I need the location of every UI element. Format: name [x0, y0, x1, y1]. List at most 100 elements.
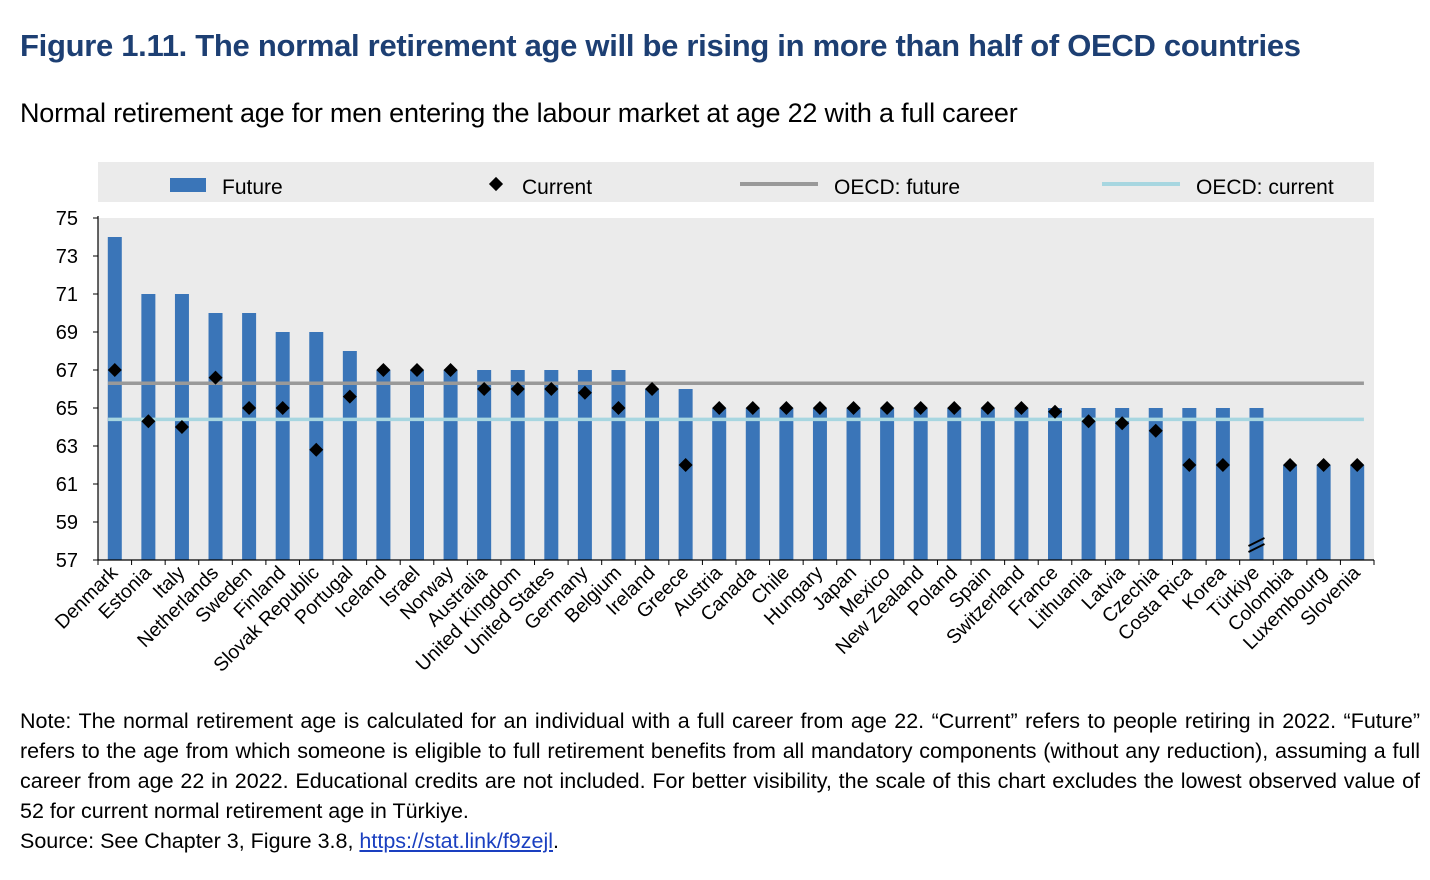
future-bar: [645, 389, 660, 560]
future-bar: [410, 370, 424, 560]
figure-subtitle: Normal retirement age for men entering t…: [20, 98, 1018, 128]
future-bar: [1182, 408, 1197, 560]
future-bar: [510, 370, 525, 560]
current-marker: [779, 401, 794, 415]
current-marker: [1283, 458, 1298, 472]
current-marker: [745, 401, 760, 415]
current-marker: [812, 401, 827, 415]
retirement-age-chart: Future Current OECD: future OECD: curren…: [51, 162, 1375, 676]
future-bar: [1081, 408, 1096, 560]
current-marker: [1350, 458, 1365, 472]
legend-oecd-future-label: OECD: future: [834, 176, 960, 199]
current-marker: [242, 401, 257, 415]
future-bar: [275, 332, 290, 560]
future-bar: [1148, 408, 1163, 560]
current-marker: [1316, 458, 1331, 472]
future-bar: [1350, 465, 1365, 560]
current-marker: [1182, 458, 1197, 472]
y-tick-label: 57: [56, 550, 78, 572]
future-bar: [1215, 408, 1230, 560]
future-bar: [1115, 408, 1130, 560]
future-bar: [880, 408, 895, 560]
y-tick-label: 61: [56, 474, 78, 496]
current-marker: [577, 385, 592, 400]
current-marker: [678, 458, 693, 472]
current-marker: [174, 420, 189, 434]
y-tick-label: 75: [56, 208, 78, 230]
legend-current-marker: [488, 176, 504, 192]
future-bar: [1249, 408, 1264, 560]
source-suffix: .: [553, 829, 559, 853]
current-markers: [107, 363, 1365, 553]
y-tick-label: 59: [56, 512, 78, 534]
current-marker: [309, 442, 324, 457]
x-axis: DenmarkEstoniaItalyNetherlandsSwedenFinl…: [51, 559, 1375, 676]
future-bars: [107, 237, 1365, 560]
source-prefix: Source: See Chapter 3, Figure 3.8,: [20, 829, 360, 853]
future-bar: [242, 313, 257, 560]
future-bar: [1316, 465, 1331, 560]
future-bar: [376, 370, 391, 560]
current-marker: [947, 401, 962, 415]
y-tick-label: 73: [56, 246, 78, 268]
current-marker: [1148, 423, 1163, 438]
future-bar: [678, 389, 693, 560]
future-bar: [443, 370, 458, 560]
legend-future-swatch: [170, 178, 206, 192]
current-marker: [1081, 414, 1096, 429]
future-bar: [107, 237, 122, 560]
figure-title: Figure 1.11. The normal retirement age w…: [20, 28, 1301, 63]
future-bar: [1014, 408, 1029, 560]
oecd-reference-lines: [108, 381, 1364, 422]
current-marker: [645, 382, 660, 396]
current-marker: [1115, 416, 1130, 431]
current-marker: [611, 401, 626, 415]
current-marker: [208, 370, 223, 385]
current-marker: [712, 401, 727, 415]
legend: Future Current OECD: future OECD: curren…: [170, 176, 1334, 199]
current-marker: [376, 363, 391, 377]
future-bar: [544, 370, 559, 560]
current-marker: [141, 414, 156, 429]
y-tick-label: 71: [56, 284, 78, 306]
axis-break-mark: [1248, 543, 1265, 553]
future-bar: [779, 408, 794, 560]
current-marker: [107, 363, 122, 377]
y-tick-label: 67: [56, 360, 78, 382]
future-bar: [1283, 465, 1298, 560]
future-bar: [947, 408, 962, 560]
future-bar: [577, 370, 592, 560]
source-line: Source: See Chapter 3, Figure 3.8, https…: [20, 826, 1420, 856]
future-bar: [477, 370, 492, 560]
future-bar: [913, 408, 928, 560]
future-bar: [980, 408, 995, 560]
y-tick-label: 65: [56, 398, 78, 420]
current-marker: [443, 363, 458, 377]
y-axis: 57 59 61 63 65 67 69 71 73 75: [56, 208, 99, 572]
axis-break-mark: [1248, 537, 1265, 547]
legend-oecd-current-label: OECD: current: [1196, 176, 1334, 199]
current-marker: [275, 401, 290, 415]
current-marker: [913, 401, 928, 415]
future-bar: [1048, 408, 1062, 560]
future-bar: [846, 408, 861, 560]
y-tick-label: 63: [56, 436, 78, 458]
current-marker: [1215, 458, 1230, 472]
legend-current-label: Current: [522, 176, 592, 199]
current-marker: [510, 382, 525, 396]
legend-future-label: Future: [222, 176, 283, 199]
future-bar: [611, 370, 626, 560]
future-bar: [208, 313, 223, 560]
current-marker: [846, 401, 861, 415]
y-tick-label: 69: [56, 322, 78, 344]
current-marker: [980, 401, 995, 415]
note-text: Note: The normal retirement age is calcu…: [20, 709, 1420, 823]
current-marker: [1048, 404, 1062, 419]
current-marker: [410, 363, 424, 377]
future-bar: [745, 408, 760, 560]
current-marker: [544, 382, 559, 396]
future-bar: [812, 408, 827, 560]
source-link[interactable]: https://stat.link/f9zejl: [359, 829, 554, 853]
future-bar: [342, 351, 357, 560]
current-marker: [880, 401, 895, 415]
